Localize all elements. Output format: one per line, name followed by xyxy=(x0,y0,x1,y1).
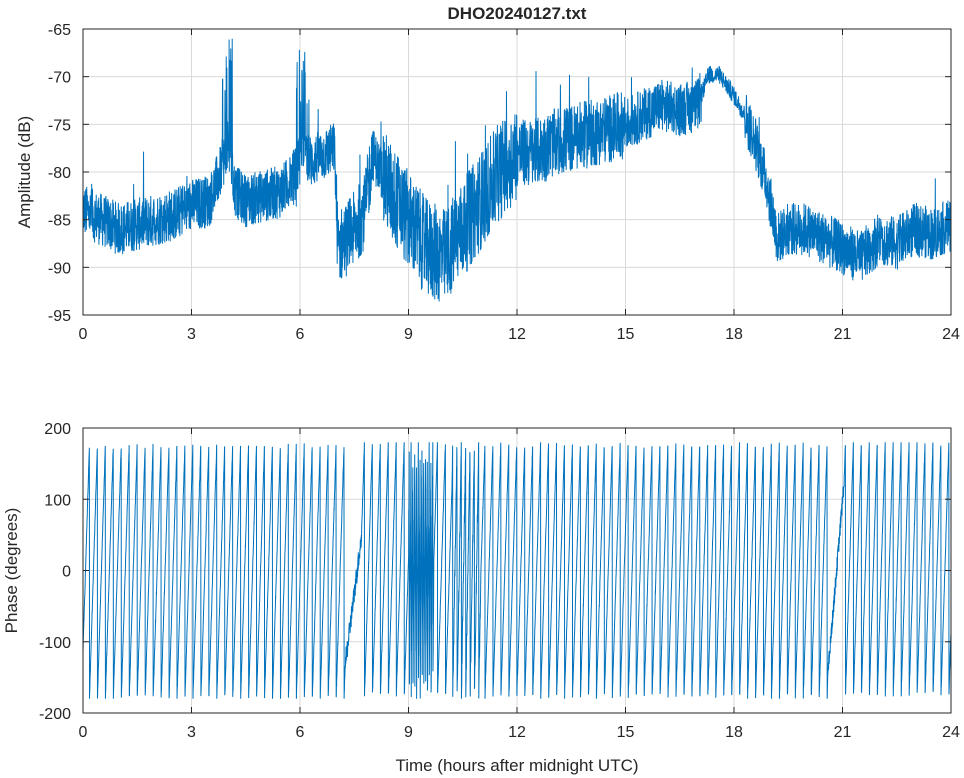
x-tick-label: 0 xyxy=(79,724,88,741)
y-tick-label: -200 xyxy=(39,706,71,723)
y-tick-label: -75 xyxy=(48,117,71,134)
y-tick-label: 100 xyxy=(44,492,71,509)
x-tick-label: 6 xyxy=(296,724,305,741)
y-tick-label: -80 xyxy=(48,165,71,182)
y-tick-label: -90 xyxy=(48,260,71,277)
y-tick-label: -65 xyxy=(48,22,71,39)
phase-axes: 0 3 6 9 12 15 18 21 24 -200 -100 0 100 200 Time (hou… xyxy=(2,421,960,775)
x-tick-label: 3 xyxy=(187,326,196,343)
y-tick-label: 200 xyxy=(44,421,71,438)
x-tick-label: 12 xyxy=(508,326,526,343)
phase-y-ticks: -200 -100 0 100 200 xyxy=(39,421,951,723)
amplitude-series xyxy=(82,38,952,302)
y-tick-label: -100 xyxy=(39,635,71,652)
amplitude-line xyxy=(82,38,952,302)
x-tick-label: 15 xyxy=(617,326,635,343)
amplitude-y-axis-label: Amplitude (dB) xyxy=(15,116,34,228)
x-tick-label: 18 xyxy=(725,326,743,343)
x-tick-label: 21 xyxy=(834,724,852,741)
amplitude-x-ticks: 0 3 6 9 12 15 18 21 24 xyxy=(79,29,960,343)
x-tick-label: 15 xyxy=(617,724,635,741)
time-x-axis-label: Time (hours after midnight UTC) xyxy=(395,756,638,775)
phase-series xyxy=(82,442,952,699)
chart-title: DHO20240127.txt xyxy=(448,4,587,23)
amplitude-axes: 0 3 6 9 12 15 18 21 24 -95 -90 -85 -80 -75 -70 -65 DHO… xyxy=(15,4,960,343)
amplitude-y-ticks: -95 -90 -85 -80 -75 -70 -65 xyxy=(48,22,951,325)
y-tick-label: -95 xyxy=(48,308,71,325)
y-tick-label: -85 xyxy=(48,213,71,230)
x-tick-label: 9 xyxy=(404,724,413,741)
x-tick-label: 0 xyxy=(79,326,88,343)
x-tick-label: 18 xyxy=(725,724,743,741)
x-tick-label: 6 xyxy=(296,326,305,343)
y-tick-label: -70 xyxy=(48,70,71,87)
x-tick-label: 9 xyxy=(404,326,413,343)
phase-y-axis-label: Phase (degrees) xyxy=(2,508,21,634)
y-tick-label: 0 xyxy=(62,564,71,581)
x-tick-label: 24 xyxy=(942,724,960,741)
x-tick-label: 21 xyxy=(834,326,852,343)
phase-x-ticks: 0 3 6 9 12 15 18 21 24 xyxy=(79,428,960,741)
x-tick-label: 12 xyxy=(508,724,526,741)
x-tick-label: 24 xyxy=(942,326,960,343)
x-tick-label: 3 xyxy=(187,724,196,741)
phase-line xyxy=(82,442,952,699)
